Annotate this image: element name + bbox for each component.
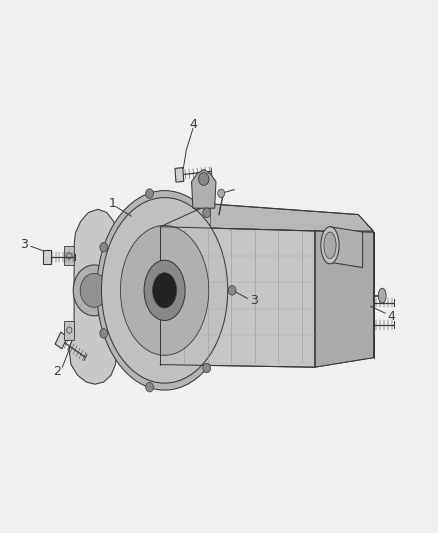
Circle shape <box>203 208 211 217</box>
Polygon shape <box>315 231 374 367</box>
Circle shape <box>80 273 108 308</box>
Circle shape <box>146 189 153 198</box>
Polygon shape <box>358 318 366 332</box>
Text: 4: 4 <box>189 118 197 131</box>
Ellipse shape <box>378 288 386 303</box>
Circle shape <box>198 173 209 185</box>
Polygon shape <box>55 332 67 349</box>
Text: 3: 3 <box>250 294 258 308</box>
Circle shape <box>228 286 236 295</box>
Ellipse shape <box>152 273 177 308</box>
Circle shape <box>73 265 115 316</box>
Polygon shape <box>236 343 245 358</box>
Ellipse shape <box>321 227 339 264</box>
Polygon shape <box>175 167 184 182</box>
Polygon shape <box>191 169 216 208</box>
Text: 2: 2 <box>53 365 61 378</box>
Polygon shape <box>160 227 315 367</box>
Ellipse shape <box>120 225 209 356</box>
Circle shape <box>100 243 108 252</box>
Ellipse shape <box>97 191 233 390</box>
Polygon shape <box>358 296 366 310</box>
Circle shape <box>218 189 225 198</box>
Circle shape <box>146 382 153 392</box>
Text: 4: 4 <box>387 310 395 324</box>
Polygon shape <box>192 335 201 350</box>
Circle shape <box>203 363 211 373</box>
Polygon shape <box>64 246 74 265</box>
Text: 3: 3 <box>20 238 28 251</box>
Polygon shape <box>69 209 117 384</box>
Ellipse shape <box>102 198 228 383</box>
Ellipse shape <box>324 232 336 259</box>
Polygon shape <box>330 227 363 268</box>
Polygon shape <box>64 320 74 340</box>
Ellipse shape <box>144 260 185 320</box>
Polygon shape <box>160 204 374 231</box>
Circle shape <box>100 329 108 338</box>
Text: 1: 1 <box>109 197 117 211</box>
Polygon shape <box>43 250 50 264</box>
